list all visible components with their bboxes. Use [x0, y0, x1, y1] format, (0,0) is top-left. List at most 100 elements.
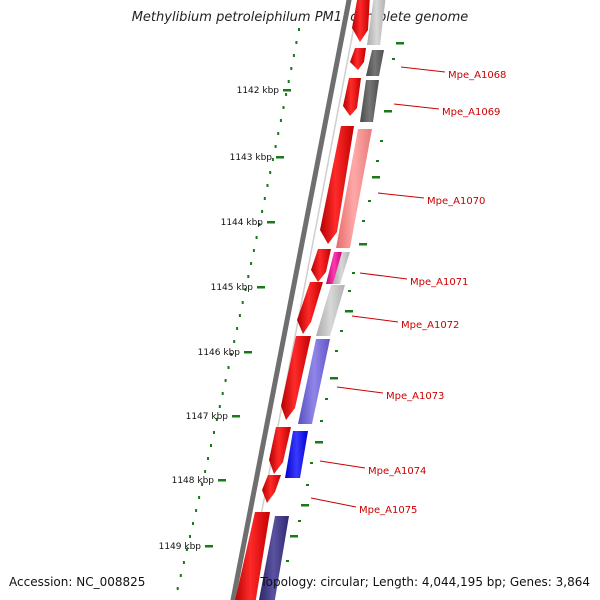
track-dot — [236, 327, 239, 330]
feature-block[interactable] — [366, 50, 384, 76]
track-dot — [189, 535, 191, 538]
scale-label: 1143 kbp — [230, 153, 273, 163]
gene-leader-line — [393, 103, 440, 110]
minor-tick — [380, 140, 383, 142]
track-dot — [204, 470, 207, 473]
track-dot — [287, 80, 290, 83]
minor-tick — [384, 110, 392, 113]
track-dot — [210, 444, 212, 447]
kbp-scale: 1142 kbp 1143 kbp 1144 kbp 1145 kbp 1146 kbp… — [159, 86, 291, 552]
gene-label[interactable]: Mpe_A1074 — [368, 466, 426, 477]
minor-tick — [330, 377, 338, 380]
track-dot — [198, 496, 201, 499]
minor-tick — [392, 58, 395, 60]
track-dot — [215, 418, 218, 421]
track-dot — [271, 158, 274, 161]
minor-tick — [372, 176, 380, 179]
feature-blocks — [258, 0, 386, 600]
minor-tick — [320, 420, 323, 422]
feature-block[interactable] — [333, 252, 350, 284]
feature-block[interactable] — [285, 431, 308, 478]
scale-label: 1144 kbp — [221, 218, 264, 228]
track-dot — [261, 210, 264, 213]
gene-arrow[interactable] — [343, 78, 361, 116]
feature-block[interactable] — [258, 516, 289, 600]
gene-arrow[interactable] — [269, 427, 291, 474]
track-dot — [221, 392, 224, 395]
dotted-scale-track — [176, 28, 300, 590]
minor-ticks — [286, 42, 404, 562]
track-dot — [218, 405, 221, 408]
feature-block[interactable] — [326, 252, 342, 284]
map-title: Methylibium petroleiphilum PM1, complete… — [131, 10, 469, 25]
minor-tick — [345, 310, 353, 313]
track-dot — [213, 431, 215, 434]
scale-label: 1142 kbp — [237, 86, 280, 96]
track-dot — [282, 106, 285, 109]
gene-leader-line — [319, 460, 366, 469]
gene-label[interactable]: Mpe_A1070 — [427, 196, 485, 207]
gene-arrow[interactable] — [281, 336, 311, 420]
track-dot — [255, 236, 258, 239]
minor-tick — [306, 484, 309, 486]
scale-tick — [276, 156, 284, 159]
track-dot — [207, 457, 209, 460]
scale-label: 1148 kbp — [172, 476, 215, 486]
gene-labels: Mpe_A1068 Mpe_A1069 Mpe_A1070 Mpe_A1071 Mpe_… — [310, 66, 506, 516]
gene-arrow[interactable] — [297, 282, 323, 334]
track-dot — [258, 223, 261, 226]
track-dot — [285, 93, 288, 96]
gene-leader-line — [400, 66, 446, 73]
gene-label[interactable]: Mpe_A1073 — [386, 391, 444, 402]
minor-tick — [286, 560, 289, 562]
feature-block[interactable] — [336, 129, 372, 248]
gene-label[interactable]: Mpe_A1069 — [442, 107, 500, 118]
gene-leader-line — [310, 497, 357, 508]
gene-label[interactable]: Mpe_A1068 — [448, 70, 506, 81]
feature-block[interactable] — [316, 285, 345, 336]
minor-tick — [315, 441, 323, 444]
track-dot — [224, 379, 227, 382]
track-dot — [233, 340, 236, 343]
scale-tick — [257, 286, 265, 289]
minor-tick — [310, 462, 313, 464]
scale-tick — [205, 545, 213, 548]
gene-arrow[interactable] — [320, 126, 354, 244]
gene-label[interactable]: Mpe_A1071 — [410, 277, 468, 288]
track-dot — [277, 132, 280, 135]
track-dot — [298, 28, 300, 31]
track-dot — [252, 249, 255, 252]
gene-label[interactable]: Mpe_A1075 — [359, 505, 417, 516]
gene-arrow[interactable] — [234, 512, 270, 600]
scale-label: 1145 kbp — [211, 283, 254, 293]
minor-tick — [368, 200, 371, 202]
minor-tick — [290, 535, 298, 538]
track-dot — [176, 587, 179, 590]
track-dot — [201, 483, 204, 486]
gene-arrow[interactable] — [352, 0, 370, 42]
minor-tick — [335, 350, 338, 352]
track-dot — [192, 522, 194, 525]
gene-arrow[interactable] — [262, 475, 281, 503]
minor-tick — [359, 243, 367, 246]
gene-label[interactable]: Mpe_A1072 — [401, 320, 459, 331]
minor-tick — [340, 330, 343, 332]
feature-block[interactable] — [360, 80, 379, 122]
track-dot — [238, 314, 241, 317]
minor-tick — [298, 520, 301, 522]
track-dot — [290, 67, 293, 70]
scale-label: 1147 kbp — [186, 412, 229, 422]
track-dot — [279, 119, 282, 122]
track-dot — [195, 509, 198, 512]
feature-block[interactable] — [367, 0, 386, 45]
track-dot — [244, 288, 247, 291]
gene-arrow[interactable] — [311, 249, 331, 282]
track-dot — [266, 184, 269, 187]
gene-leader-line — [359, 272, 408, 280]
feature-block[interactable] — [298, 339, 330, 424]
gene-leader-line — [351, 315, 399, 323]
scale-tick — [267, 221, 275, 224]
gene-arrow[interactable] — [350, 48, 366, 70]
minor-tick — [301, 504, 309, 507]
